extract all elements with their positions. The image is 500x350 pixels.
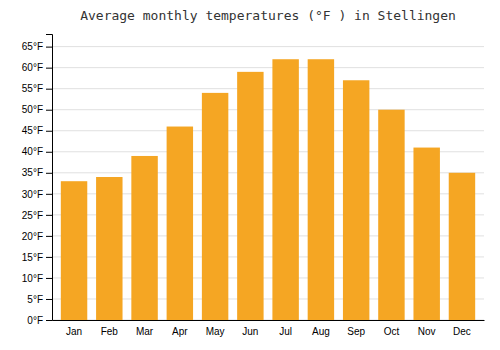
y-tick-mark (46, 236, 52, 237)
bar (131, 156, 157, 320)
x-tick: Mar (136, 326, 154, 337)
y-tick: 65°F (22, 41, 52, 52)
y-tick-label: 40°F (22, 146, 43, 157)
y-tick: 10°F (22, 273, 52, 284)
y-tick: 45°F (22, 125, 52, 136)
bar (61, 181, 87, 320)
y-tick: 35°F (22, 167, 52, 178)
x-axis-line (53, 320, 485, 321)
y-tick-mark (46, 320, 52, 321)
y-tick: 20°F (22, 231, 52, 242)
grid (52, 47, 484, 320)
y-tick-mark (46, 152, 52, 153)
y-tick-mark (46, 68, 52, 69)
y-tick-label: 30°F (22, 189, 43, 200)
x-axis: Jan Feb Mar Apr May Jun Jul Aug Sep Oct Nov Dec (53, 321, 485, 338)
x-tick: Apr (172, 326, 188, 337)
x-tick-label: Jul (279, 326, 292, 337)
grid-line (52, 46, 484, 47)
bar (378, 110, 404, 320)
x-tick: Sep (347, 326, 365, 337)
x-tick: May (206, 326, 225, 337)
y-tick: 55°F (22, 83, 52, 94)
y-tick-mark (46, 278, 52, 279)
x-tick-label: Apr (172, 326, 188, 337)
y-tick-mark (46, 299, 52, 300)
plot-area: 0°F 5°F 10°F 15°F 20°F 25°F 30°F 35°F 40°F 45°F 50… (22, 35, 485, 338)
y-tick: 60°F (22, 62, 52, 73)
x-tick: Aug (312, 326, 330, 337)
y-tick-label: 0°F (27, 315, 43, 326)
x-tick-label: Aug (312, 326, 330, 337)
x-tick: Jun (242, 326, 258, 337)
x-tick: Jan (66, 326, 82, 337)
y-tick: 25°F (22, 210, 52, 221)
y-tick-label: 45°F (22, 125, 43, 136)
y-tick-label: 5°F (27, 294, 43, 305)
y-axis-line (46, 35, 53, 321)
bar (308, 59, 334, 320)
y-tick-label: 15°F (22, 252, 43, 263)
y-tick-mark (46, 131, 52, 132)
y-tick-mark (46, 47, 52, 48)
x-tick-label: Jan (66, 326, 82, 337)
x-tick-label: Oct (384, 326, 400, 337)
x-tick: Oct (384, 326, 400, 337)
y-tick-label: 50°F (22, 104, 43, 115)
y-tick-label: 20°F (22, 231, 43, 242)
x-tick-label: Nov (418, 326, 436, 337)
grid-line (52, 88, 484, 89)
y-tick-label: 25°F (22, 210, 43, 221)
bar (343, 80, 369, 320)
y-axis: 0°F 5°F 10°F 15°F 20°F 25°F 30°F 35°F 40°F 45°F 50… (22, 35, 53, 326)
grid-line (52, 67, 484, 68)
x-tick: Feb (101, 326, 119, 337)
grid-line (52, 130, 484, 131)
y-tick-label: 35°F (22, 167, 43, 178)
y-tick-label: 55°F (22, 83, 43, 94)
y-tick: 5°F (27, 294, 52, 305)
y-tick: 30°F (22, 189, 52, 200)
x-tick: Dec (453, 326, 471, 337)
y-tick-label: 65°F (22, 41, 43, 52)
y-tick-mark (46, 89, 52, 90)
y-tick-mark (46, 173, 52, 174)
chart-container: 0°F 5°F 10°F 15°F 20°F 25°F 30°F 35°F 40°F 45°F 50… (0, 0, 500, 350)
y-tick: 40°F (22, 146, 52, 157)
y-tick-label: 60°F (22, 62, 43, 73)
bars (61, 59, 475, 320)
grid-line (52, 109, 484, 110)
x-tick: Nov (418, 326, 436, 337)
x-tick-label: Mar (136, 326, 154, 337)
y-tick-mark (46, 110, 52, 111)
y-tick-mark (46, 194, 52, 195)
y-tick-mark (46, 257, 52, 258)
x-tick-label: Sep (347, 326, 365, 337)
y-tick: 50°F (22, 104, 52, 115)
y-tick-label: 10°F (22, 273, 43, 284)
x-tick: Jul (279, 326, 292, 337)
x-tick-label: May (206, 326, 225, 337)
title: Average monthly temperatures (°F ) in St… (80, 8, 456, 23)
x-tick-label: Jun (242, 326, 258, 337)
y-tick: 15°F (22, 252, 52, 263)
bar (167, 127, 193, 320)
bar (237, 72, 263, 320)
bar (202, 93, 228, 320)
x-tick-label: Feb (101, 326, 119, 337)
bar (449, 173, 475, 320)
y-tick: 0°F (27, 315, 52, 326)
bar (272, 59, 298, 320)
bar (96, 177, 122, 320)
bar (413, 148, 439, 320)
y-tick-mark (46, 215, 52, 216)
x-tick-label: Dec (453, 326, 471, 337)
chart-svg: 0°F 5°F 10°F 15°F 20°F 25°F 30°F 35°F 40°F 45°F 50… (0, 0, 500, 350)
